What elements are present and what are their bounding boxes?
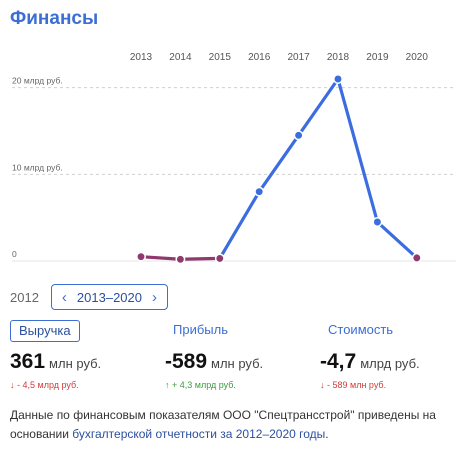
profit-value: -589 [165,350,208,373]
series-segment [139,255,182,261]
metric-profit: Прибыль -589 млн руб. ↑ + 4,3 млрд руб. [165,320,263,390]
tab-profit[interactable]: Прибыль [173,322,228,337]
x-tick-label: 2017 [287,52,310,63]
note-end: . [325,427,329,441]
x-tick-label: 2016 [248,52,271,63]
x-tick-label: 2020 [406,52,429,63]
x-tick-label: 2015 [209,52,232,63]
x-tick-label: 2019 [366,52,389,63]
metric-revenue: Выручка 361 млн руб. ↓ - 4,5 млрд руб. [10,320,101,390]
tab-revenue[interactable]: Выручка [10,320,80,342]
data-point[interactable] [254,186,265,197]
metric-value-cost: Стоимость -4,7 млрд руб. ↓ - 589 млн руб. [320,320,420,390]
data-point[interactable] [411,252,422,263]
profit-change: ↑ + 4,3 млрд руб. [165,380,236,390]
profit-value-row: -589 млн руб. [165,350,263,374]
series-segment [218,190,261,260]
revenue-value-row: 361 млн руб. [10,350,101,374]
y-tick-label: 0 [12,249,17,259]
revenue-value: 361 [10,350,46,373]
chevron-left-icon[interactable]: ‹ [61,288,67,306]
series-segment [375,220,419,260]
accounting-report-link[interactable]: бухгалтерской отчетности за 2012–2020 го… [72,427,326,441]
x-tick-label: 2018 [327,52,350,63]
y-tick-label: 10 млрд руб. [12,162,63,172]
data-point[interactable] [333,74,343,84]
period-row: 2012 ‹ 2013–2020 › [10,284,168,310]
profit-unit: млн руб. [211,356,264,371]
data-point[interactable] [175,254,186,265]
cost-value: -4,7 [320,350,357,373]
y-tick-label: 20 млрд руб. [12,76,63,86]
data-point[interactable] [372,217,383,227]
chevron-right-icon[interactable]: › [152,288,157,306]
series-segment [336,77,379,224]
note-text: Данные по финансовым показателям ООО "Сп… [10,408,436,441]
data-point[interactable] [293,130,304,141]
page-title: Финансы [10,8,99,29]
data-point[interactable] [214,253,225,264]
data-source-note: Данные по финансовым показателям ООО "Сп… [10,406,460,444]
revenue-change: ↓ - 4,5 млрд руб. [10,380,79,390]
data-point[interactable] [136,251,146,262]
series-segment [178,256,222,261]
series-segment [297,77,340,137]
x-tick-label: 2013 [130,52,153,63]
cost-value-row: -4,7 млрд руб. [320,350,420,374]
revenue-unit: млн руб. [49,356,102,371]
cost-change: ↓ - 589 млн руб. [320,380,387,390]
cost-unit: млрд руб. [360,356,420,371]
period-selector[interactable]: ‹ 2013–2020 › [50,284,168,310]
x-tick-label: 2014 [169,52,192,63]
period-current: 2013–2020 [76,289,142,305]
tab-cost[interactable]: Стоимость [328,322,394,337]
period-previous-year[interactable]: 2012 [10,289,39,305]
finance-line-chart: 2013 2014 2015 2016 2017 2018 2019 2020 20 млрд … [12,52,456,265]
series-segment [257,133,301,194]
